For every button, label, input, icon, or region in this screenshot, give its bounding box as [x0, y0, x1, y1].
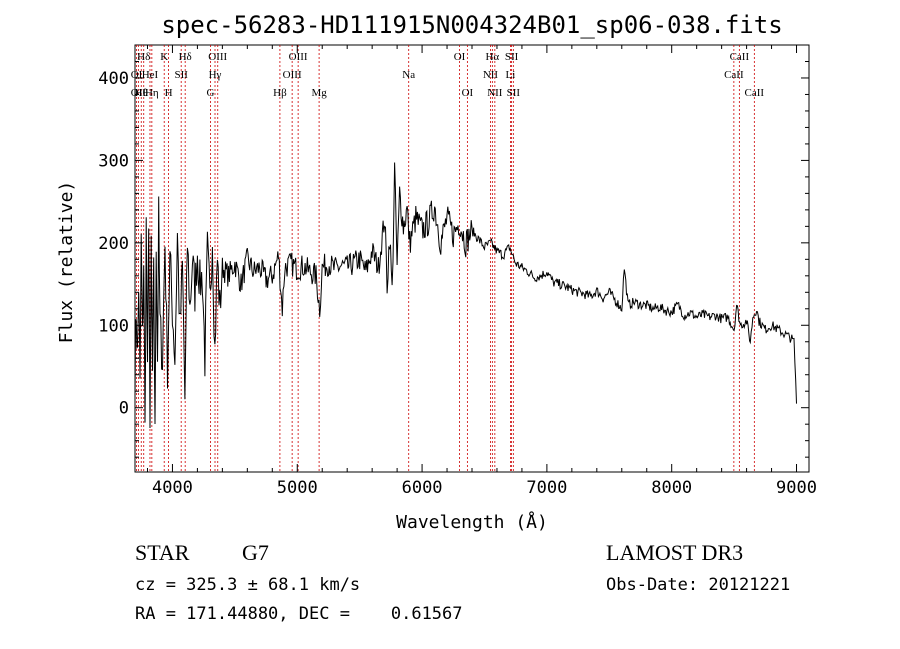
line-marker-label: OI: [131, 69, 143, 81]
y-tick-label: 200: [98, 234, 129, 254]
x-tick-label: 9000: [776, 478, 817, 498]
line-marker-label: CaII: [724, 69, 744, 81]
line-marker-label: Hη: [145, 87, 159, 99]
y-tick-label: 300: [98, 151, 129, 171]
line-marker-label: SII: [507, 87, 521, 99]
line-marker-label: HeI: [142, 69, 159, 81]
line-marker-label: OIII: [289, 51, 308, 63]
line-marker-label: OIII: [283, 69, 302, 81]
obs-date: Obs-Date: 20121221: [606, 575, 790, 595]
line-marker-label: Li: [506, 69, 516, 81]
line-marker-label: SII: [174, 69, 188, 81]
x-axis-label: Wavelength (Å): [396, 511, 548, 533]
line-marker-label: Hγ: [209, 69, 222, 81]
line-marker-label: Na: [402, 69, 415, 81]
line-marker-label: H: [165, 87, 173, 99]
line-marker-label: Mg: [311, 87, 327, 99]
survey-name: LAMOST DR3: [606, 540, 743, 565]
line-marker-label: G: [207, 87, 215, 99]
line-markers: [136, 45, 755, 472]
line-marker-label: OI: [454, 51, 466, 63]
line-marker-label: Hβ: [273, 87, 287, 99]
line-marker-label: Hθ: [135, 87, 148, 99]
line-marker-label: SII: [505, 51, 519, 63]
x-tick-label: 8000: [651, 478, 692, 498]
x-tick-label: 6000: [402, 478, 443, 498]
line-marker-label: NII: [483, 69, 499, 81]
y-tick-label: 100: [98, 316, 129, 336]
line-marker-label: OII: [131, 87, 147, 99]
spectrum-line: [134, 162, 797, 429]
line-marker-label: OI: [462, 87, 474, 99]
line-marker-label: CaII: [745, 87, 765, 99]
line-marker-label: Hδ: [137, 51, 150, 63]
axis-ticks: 4000 5000 6000 7000 8000 9000 0 100 200 300 400: [98, 45, 817, 498]
object-subclass: G7: [242, 540, 269, 565]
x-tick-label: 4000: [152, 478, 193, 498]
plot-frame: [134, 44, 810, 473]
x-tick-label: 5000: [277, 478, 318, 498]
x-tick-label: 7000: [526, 478, 567, 498]
y-axis-label: Flux (relative): [56, 181, 77, 344]
y-tick-label: 400: [98, 69, 129, 89]
line-marker-label: NII: [487, 87, 503, 99]
redshift-info: cz = 325.3 ± 68.1 km/s: [135, 575, 360, 595]
line-marker-label: CaII: [730, 51, 750, 63]
chart-title: spec-56283-HD111915N004324B01_sp06-038.f…: [161, 11, 782, 39]
line-marker-label: Hδ: [179, 51, 192, 63]
line-marker-label: K: [160, 51, 168, 63]
object-class: STAR: [135, 540, 190, 565]
y-tick-label: 0: [119, 399, 129, 419]
line-marker-label: OIII: [208, 51, 227, 63]
radec-info: RA = 171.44880, DEC = 0.61567: [135, 604, 463, 624]
line-marker-label: Hα: [485, 51, 499, 63]
